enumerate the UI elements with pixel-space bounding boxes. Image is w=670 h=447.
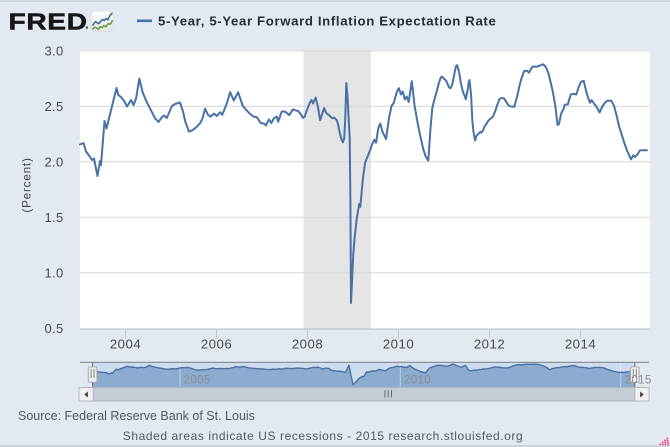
svg-text:(Percent): (Percent) [20,157,34,212]
svg-text:1.0: 1.0 [45,266,64,281]
svg-text:2014: 2014 [565,337,596,352]
svg-text:2.5: 2.5 [45,99,64,114]
svg-text:2006: 2006 [201,337,232,352]
svg-text:2.0: 2.0 [45,155,64,170]
svg-text:3.0: 3.0 [45,44,64,59]
svg-text:2010: 2010 [404,375,431,387]
svg-text:Shaded areas indicate US reces: Shaded areas indicate US recessions - 20… [123,429,523,443]
svg-text:FRED: FRED [9,9,88,34]
svg-text:Source: Federal Reserve Bank o: Source: Federal Reserve Bank of St. Loui… [18,409,255,423]
svg-text:5-Year, 5-Year Forward Inflati: 5-Year, 5-Year Forward Inflation Expecta… [158,14,496,29]
svg-text:1.5: 1.5 [45,210,64,225]
svg-text:2005: 2005 [184,375,211,387]
svg-text:0.5: 0.5 [45,321,64,336]
svg-text:2010: 2010 [383,337,414,352]
svg-text:2008: 2008 [292,337,323,352]
svg-text:2015: 2015 [625,375,652,387]
svg-text:2012: 2012 [474,337,505,352]
svg-text:2004: 2004 [110,337,141,352]
